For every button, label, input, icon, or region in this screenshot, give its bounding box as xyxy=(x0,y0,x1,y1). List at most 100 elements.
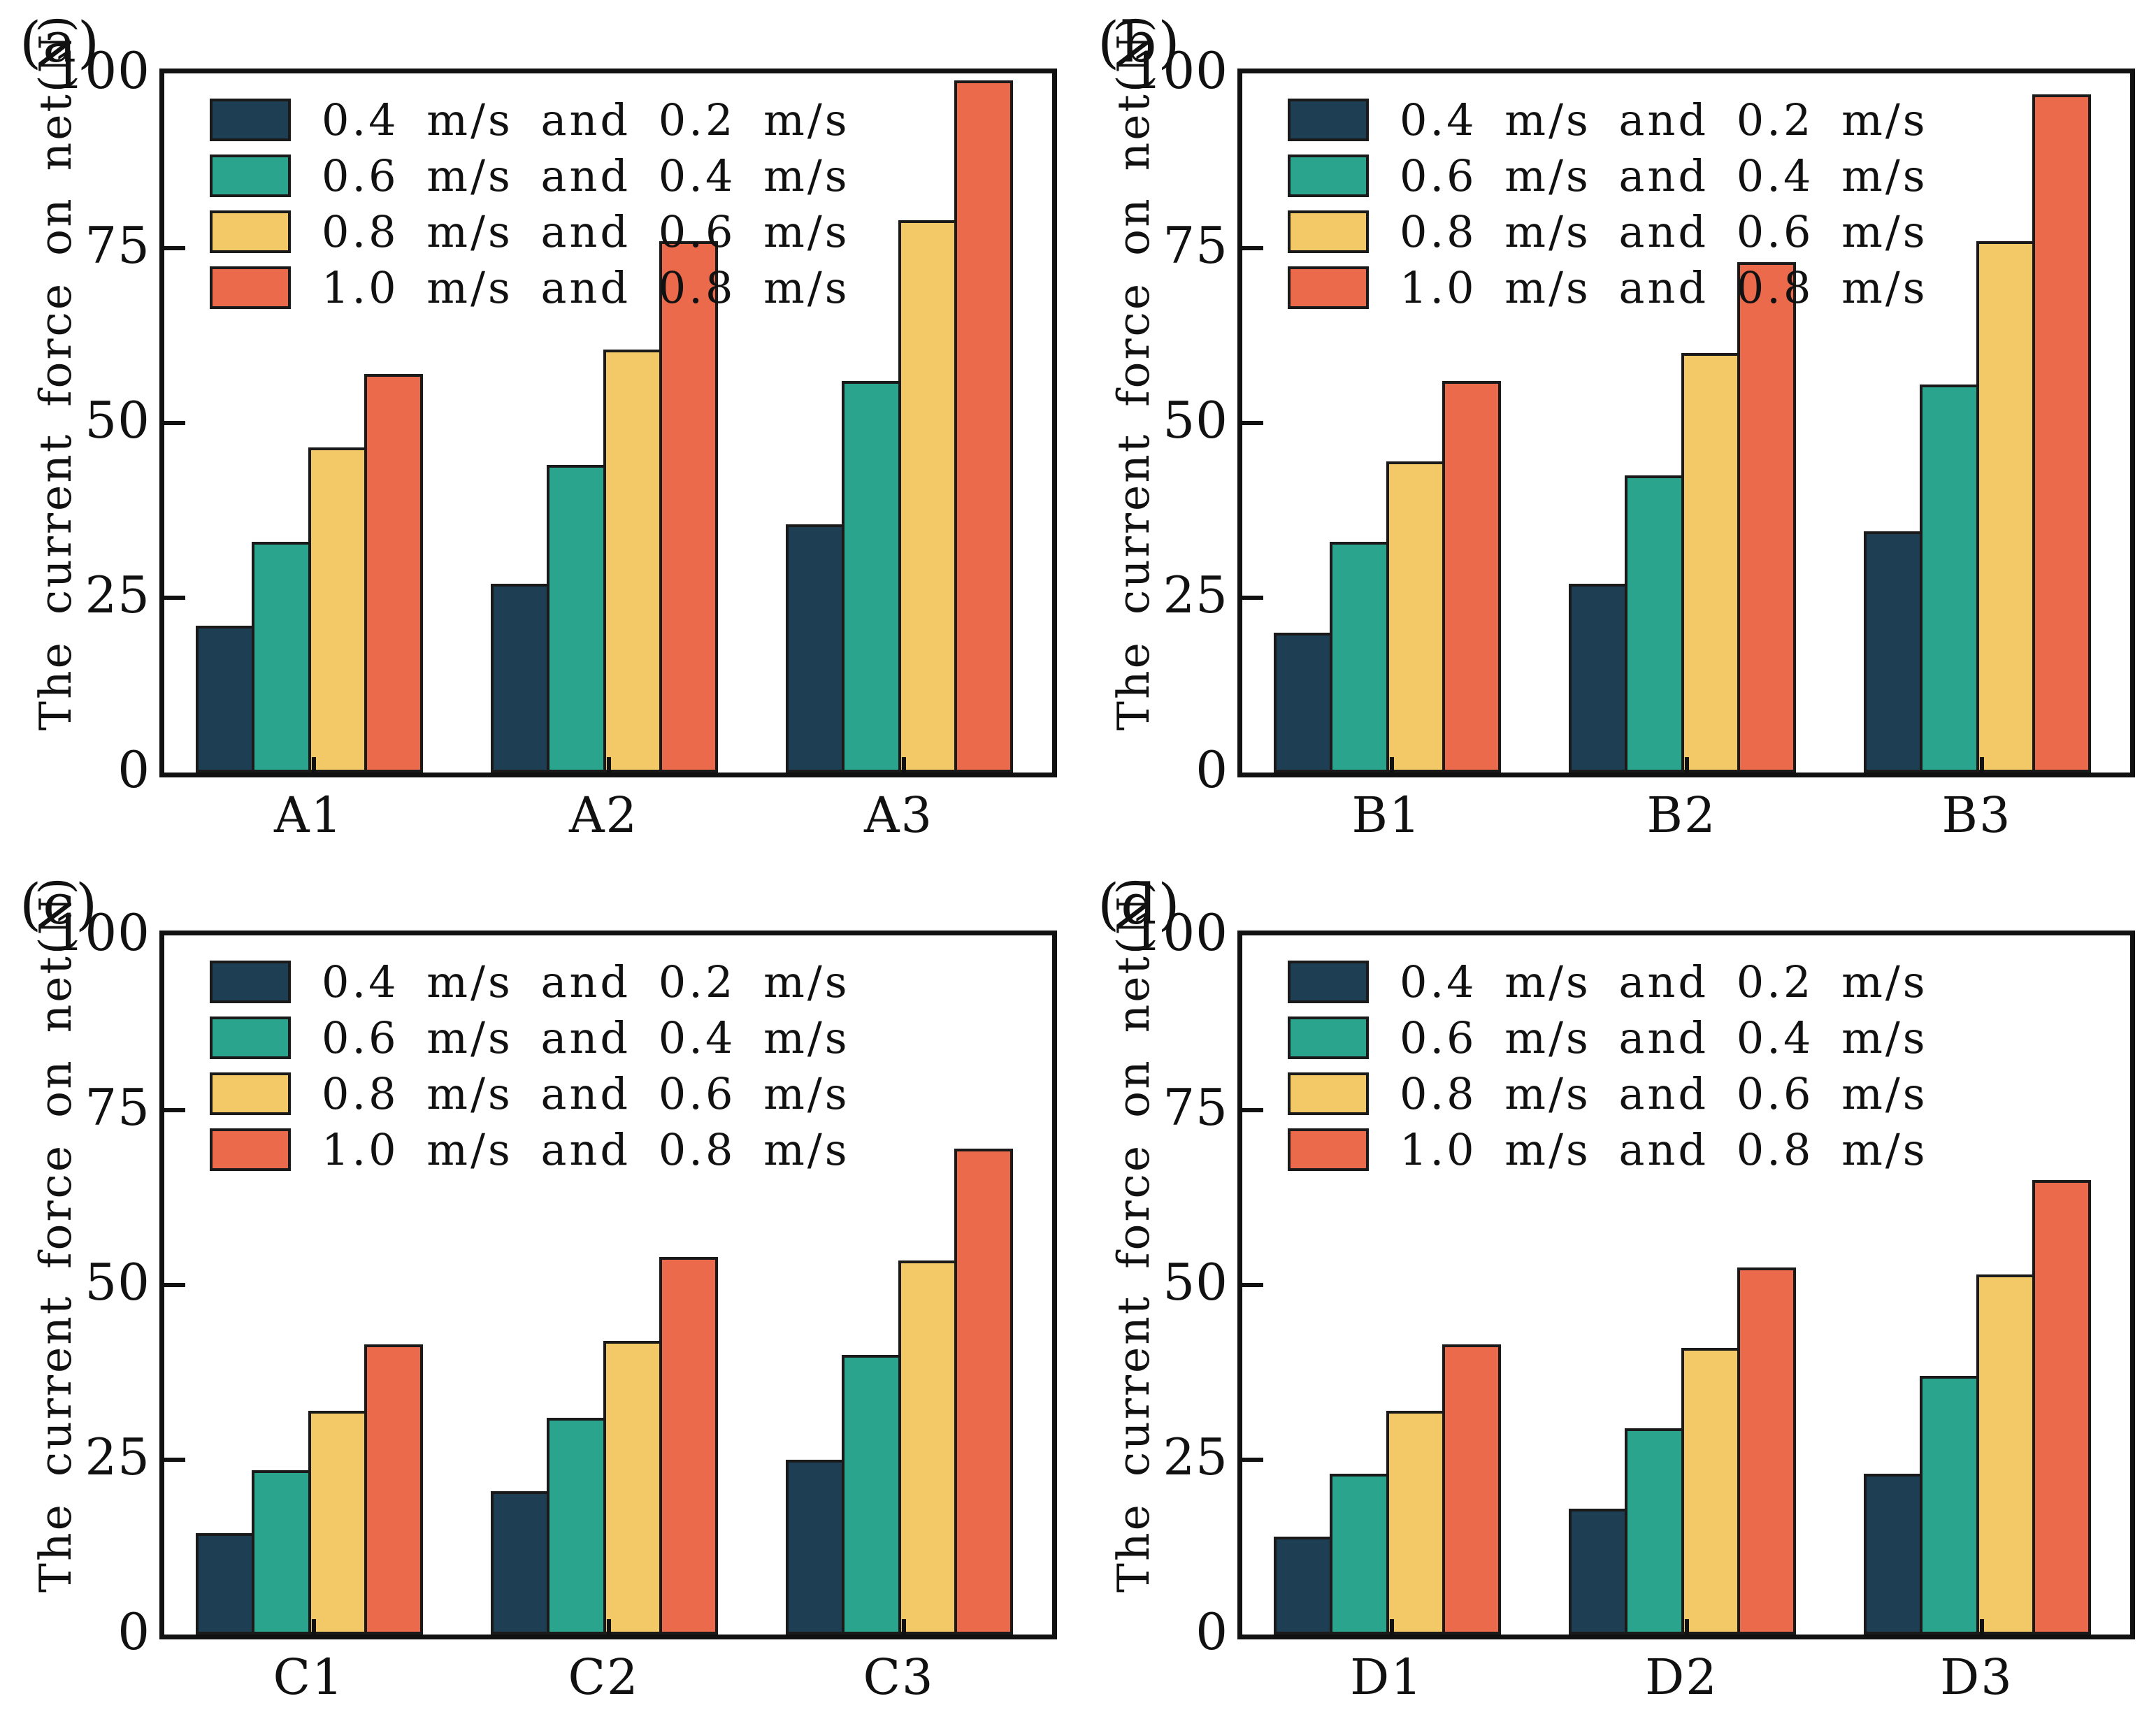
x-tick-mark xyxy=(1979,757,1984,773)
bar-B1-series-3 xyxy=(1386,461,1445,773)
y-tick-label: 25 xyxy=(85,566,150,624)
legend-swatch xyxy=(210,210,291,253)
legend-label: 0.6 m/s and 0.4 m/s xyxy=(322,1012,850,1063)
category-label-A1: A1 xyxy=(273,786,344,844)
legend-row: 0.8 m/s and 0.6 m/s xyxy=(210,210,850,254)
bar-B3-series-4 xyxy=(2032,94,2091,773)
category-label-C1: C1 xyxy=(273,1648,345,1706)
legend-swatch xyxy=(1288,1072,1369,1115)
legend-swatch xyxy=(1288,266,1369,309)
bar-group-D1 xyxy=(1274,935,1509,1635)
legend-row: 0.6 m/s and 0.4 m/s xyxy=(1288,1016,1928,1060)
bar-group-A1 xyxy=(196,73,431,773)
x-tick-mark xyxy=(901,757,906,773)
legend-swatch xyxy=(210,99,291,141)
bar-group-A3 xyxy=(786,73,1021,773)
legend-row: 0.4 m/s and 0.2 m/s xyxy=(1288,98,1928,142)
bar-D3-series-2 xyxy=(1920,1376,1979,1635)
bar-D2-series-1 xyxy=(1569,1509,1628,1635)
bar-A1-series-2 xyxy=(252,542,311,773)
bar-A2-series-4 xyxy=(659,241,718,773)
bar-C3-series-3 xyxy=(898,1260,957,1635)
bar-D2-series-4 xyxy=(1737,1267,1796,1635)
y-axis-title: The current force on net(N) xyxy=(30,13,81,731)
bar-B1-series-2 xyxy=(1330,542,1389,773)
y-tick-label: 100 xyxy=(52,903,150,962)
bar-group-B1 xyxy=(1274,73,1509,773)
legend-label: 0.4 m/s and 0.2 m/s xyxy=(1400,94,1928,145)
category-label-D3: D3 xyxy=(1940,1648,2013,1706)
y-tick-mark xyxy=(1242,596,1263,600)
bar-A1-series-3 xyxy=(308,447,367,773)
bar-C2-series-2 xyxy=(547,1418,606,1635)
y-axis-title: The current force on net(N) xyxy=(30,875,81,1593)
legend-row: 1.0 m/s and 0.8 m/s xyxy=(1288,1128,1928,1172)
legend-label: 0.4 m/s and 0.2 m/s xyxy=(322,94,850,145)
plot-area xyxy=(1237,69,2135,777)
legend-row: 0.6 m/s and 0.4 m/s xyxy=(210,154,850,198)
legend-swatch xyxy=(1288,99,1369,141)
bar-D3-series-4 xyxy=(2032,1180,2091,1635)
bar-group-A2 xyxy=(491,73,726,773)
legend-label: 0.8 m/s and 0.6 m/s xyxy=(322,206,850,257)
y-tick-label: 75 xyxy=(85,1078,150,1137)
bar-A2-series-2 xyxy=(547,465,606,773)
bar-A3-series-4 xyxy=(954,80,1013,773)
legend-row: 0.4 m/s and 0.2 m/s xyxy=(1288,960,1928,1004)
y-tick-mark xyxy=(164,1283,185,1287)
bar-C2-series-1 xyxy=(491,1491,550,1635)
plot-area xyxy=(159,931,1057,1639)
legend: 0.4 m/s and 0.2 m/s 0.6 m/s and 0.4 m/s 0.… xyxy=(1288,98,1928,310)
bar-C3-series-1 xyxy=(786,1460,845,1635)
y-tick-label: 50 xyxy=(1163,1253,1228,1312)
legend-label: 0.6 m/s and 0.4 m/s xyxy=(322,150,850,201)
bar-C1-series-2 xyxy=(252,1470,311,1635)
bar-B2-series-1 xyxy=(1569,584,1628,773)
bar-C2-series-3 xyxy=(603,1341,662,1635)
bar-C2-series-4 xyxy=(659,1257,718,1635)
legend-row: 0.8 m/s and 0.6 m/s xyxy=(1288,1072,1928,1116)
bar-B3-series-1 xyxy=(1864,531,1923,773)
legend-swatch xyxy=(210,1017,291,1059)
y-tick-mark xyxy=(164,421,185,425)
legend-label: 0.6 m/s and 0.4 m/s xyxy=(1400,150,1928,201)
bar-D2-series-2 xyxy=(1625,1428,1684,1635)
bar-D1-series-4 xyxy=(1442,1344,1501,1635)
y-tick-mark xyxy=(164,1458,185,1462)
bar-B2-series-4 xyxy=(1737,262,1796,773)
bar-D3-series-3 xyxy=(1976,1274,2035,1635)
bar-A3-series-3 xyxy=(898,220,957,773)
bar-B1-series-1 xyxy=(1274,633,1333,773)
plot-area xyxy=(1237,931,2135,1639)
bar-B3-series-2 xyxy=(1920,385,1979,773)
y-tick-mark xyxy=(1242,1458,1263,1462)
y-tick-label: 100 xyxy=(1130,903,1228,962)
legend-row: 0.8 m/s and 0.6 m/s xyxy=(210,1072,850,1116)
x-tick-mark xyxy=(1684,757,1689,773)
bar-C3-series-4 xyxy=(954,1149,1013,1635)
y-tick-mark xyxy=(164,1108,185,1112)
bar-A3-series-1 xyxy=(786,524,845,773)
legend-swatch xyxy=(210,961,291,1003)
bar-D1-series-2 xyxy=(1330,1474,1389,1635)
y-axis-title: The current force on net(N) xyxy=(1108,875,1159,1593)
x-tick-mark xyxy=(1979,1619,1984,1635)
bar-group-C3 xyxy=(786,935,1021,1635)
y-tick-label: 75 xyxy=(1163,216,1228,275)
bar-A1-series-4 xyxy=(364,374,423,773)
legend-row: 0.8 m/s and 0.6 m/s xyxy=(1288,210,1928,254)
legend-label: 0.4 m/s and 0.2 m/s xyxy=(1400,956,1928,1007)
y-tick-mark xyxy=(164,596,185,600)
chart-panel-c: (c) The current force on net(N) 0 25 50 75 100… xyxy=(0,862,1078,1724)
y-tick-mark xyxy=(1242,246,1263,250)
legend: 0.4 m/s and 0.2 m/s 0.6 m/s and 0.4 m/s 0.… xyxy=(210,98,850,310)
y-tick-label: 25 xyxy=(1163,566,1228,624)
legend-label: 0.6 m/s and 0.4 m/s xyxy=(1400,1012,1928,1063)
category-label-B3: B3 xyxy=(1941,786,2012,844)
x-tick-mark xyxy=(1684,1619,1689,1635)
bar-D1-series-1 xyxy=(1274,1537,1333,1635)
legend-row: 0.4 m/s and 0.2 m/s xyxy=(210,960,850,1004)
category-label-B1: B1 xyxy=(1351,786,1422,844)
legend-label: 1.0 m/s and 0.8 m/s xyxy=(1400,1124,1928,1175)
legend: 0.4 m/s and 0.2 m/s 0.6 m/s and 0.4 m/s 0.… xyxy=(210,960,850,1172)
